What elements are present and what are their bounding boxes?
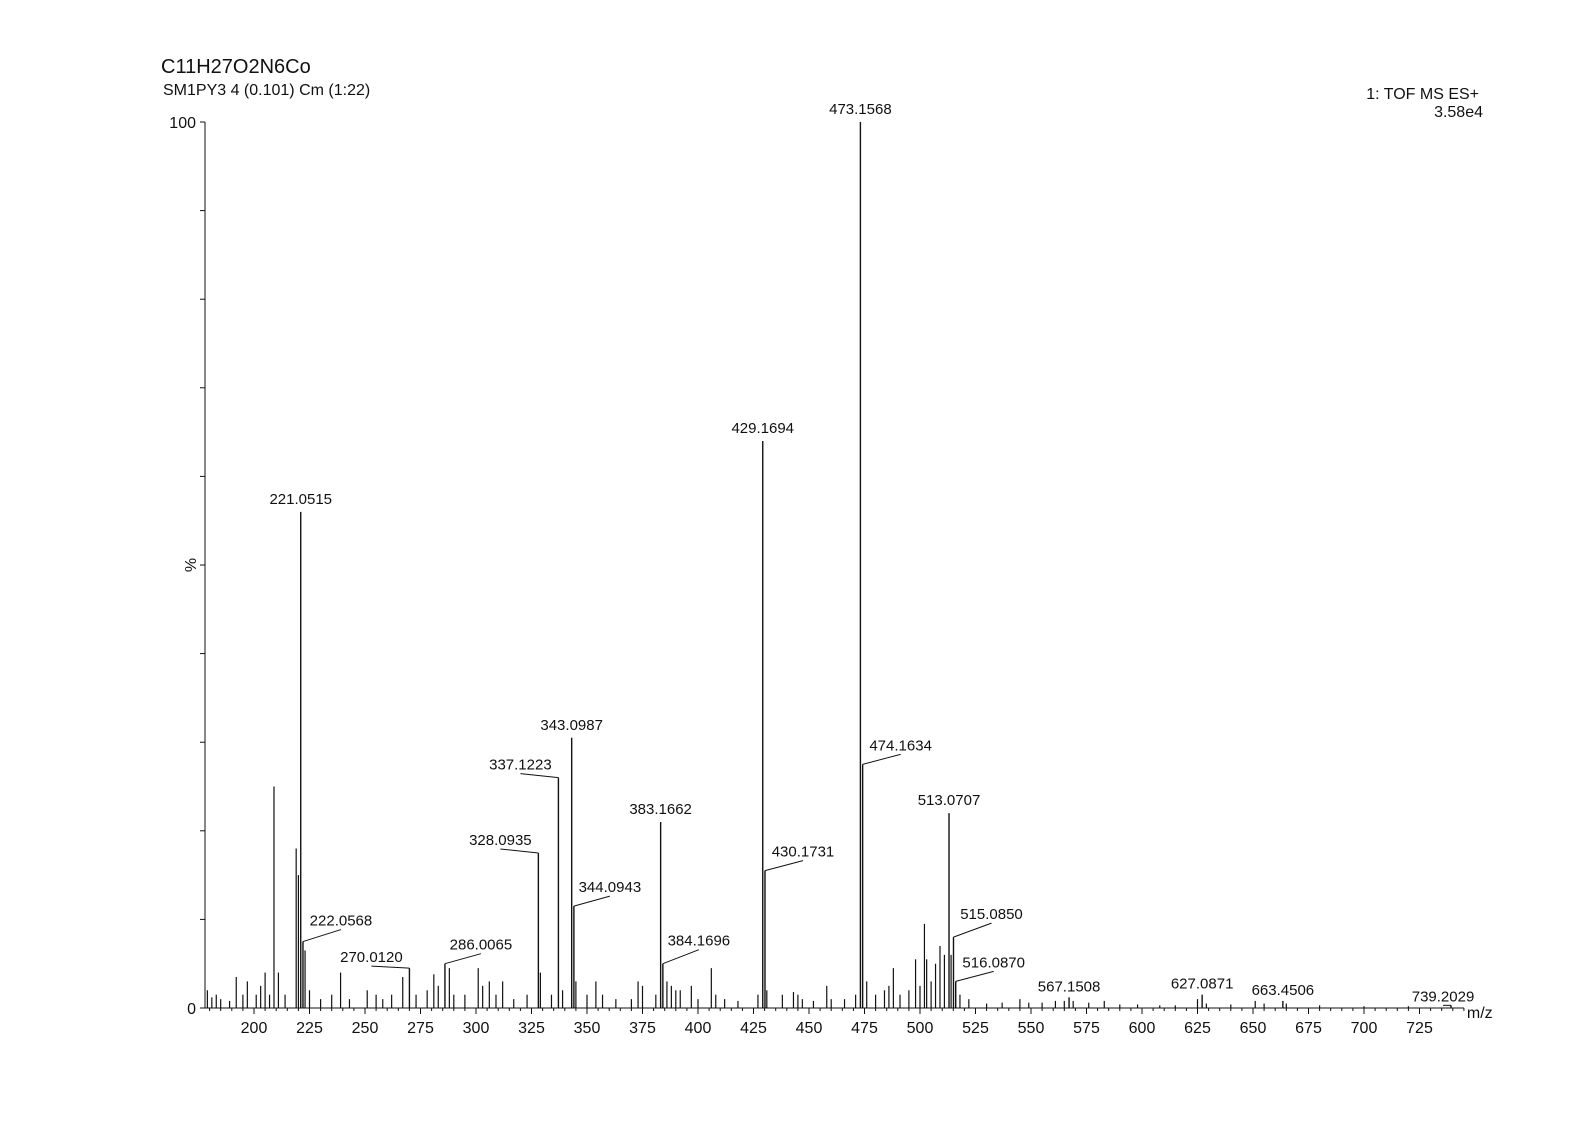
- x-tick-label: 500: [907, 1020, 934, 1037]
- peak-label: 222.0568: [310, 913, 373, 930]
- peak-label: 221.0515: [269, 491, 332, 508]
- label-leader: [573, 895, 611, 907]
- label-leader: [862, 753, 901, 765]
- peak-label: 344.0943: [579, 879, 642, 896]
- x-tick-label: 650: [1240, 1020, 1267, 1037]
- base-peak-intensity: 3.58e4: [1434, 104, 1483, 121]
- x-tick-label: 575: [1073, 1020, 1100, 1037]
- label-leader: [500, 848, 539, 854]
- label-leader: [953, 922, 992, 938]
- x-tick-label: 625: [1184, 1020, 1211, 1037]
- x-axis-label: m/z: [1467, 1005, 1493, 1022]
- axes: 0 100% 200 225 250 275 300 325 350 375 400 425 450 47…: [169, 115, 1492, 1037]
- y-axis-label: %: [183, 558, 200, 572]
- peak-label: 474.1634: [869, 737, 932, 754]
- peak-label: 384.1696: [668, 933, 731, 950]
- label-leader: [444, 953, 482, 965]
- label-leader: [764, 860, 804, 872]
- y-tick-label: 100: [169, 115, 196, 132]
- label-leader: [302, 929, 342, 943]
- peak-label: 337.1223: [489, 757, 552, 774]
- x-tick-label: 400: [685, 1020, 712, 1037]
- x-tick-label: 550: [1018, 1020, 1045, 1037]
- x-tick-label: 225: [296, 1020, 323, 1037]
- x-tick-label: 700: [1351, 1020, 1378, 1037]
- peak-label: 343.0987: [540, 717, 603, 734]
- peak-label: 383.1662: [629, 801, 692, 818]
- x-tick-label: 275: [407, 1020, 434, 1037]
- acquisition-mode: 1: TOF MS ES+: [1366, 86, 1479, 103]
- peak-label: 663.4506: [1252, 982, 1315, 999]
- sample-description: SM1PY3 4 (0.101) Cm (1:22): [163, 82, 371, 99]
- peak-labels: 221.0515 222.0568 270.0120 286.0065 328.0935…: [269, 101, 1475, 1006]
- y-tick-label: 0: [187, 1001, 196, 1018]
- peak-label: 328.0935: [469, 832, 532, 849]
- peak-label: 739.2029: [1412, 988, 1475, 1005]
- peak-label: 473.1568: [829, 101, 892, 118]
- label-leader: [662, 949, 700, 965]
- compound-formula: C11H27O2N6Co: [161, 56, 311, 78]
- x-tick-label: 375: [629, 1020, 656, 1037]
- minor-peaks: [206, 786, 1410, 1008]
- x-tick-label: 325: [518, 1020, 545, 1037]
- x-tick-label: 525: [962, 1020, 989, 1037]
- x-tick-label: 475: [851, 1020, 878, 1037]
- labeled-peaks: [300, 122, 1452, 1008]
- x-tick-label: 450: [796, 1020, 823, 1037]
- peak-label: 270.0120: [340, 949, 403, 966]
- peak-label: 513.0707: [918, 792, 981, 809]
- label-leader: [371, 965, 410, 969]
- x-tick-label: 600: [1129, 1020, 1156, 1037]
- x-tick-label: 250: [352, 1020, 379, 1037]
- x-tick-label: 350: [574, 1020, 601, 1037]
- peak-label: 627.0871: [1171, 976, 1234, 993]
- peak-label: 429.1694: [731, 420, 794, 437]
- x-tick-label: 425: [740, 1020, 767, 1037]
- peak-label: 516.0870: [962, 954, 1025, 971]
- peak-label: 286.0065: [450, 937, 513, 954]
- peak-label: 567.1508: [1038, 978, 1101, 995]
- x-tick-label: 725: [1406, 1020, 1433, 1037]
- label-leader: [520, 773, 559, 779]
- x-tick-label: 300: [463, 1020, 490, 1037]
- peak-label: 430.1731: [772, 844, 835, 861]
- label-leader: [955, 970, 994, 982]
- peak-label: 515.0850: [960, 906, 1023, 923]
- x-tick-label: 200: [241, 1020, 268, 1037]
- x-tick-label: 675: [1295, 1020, 1322, 1037]
